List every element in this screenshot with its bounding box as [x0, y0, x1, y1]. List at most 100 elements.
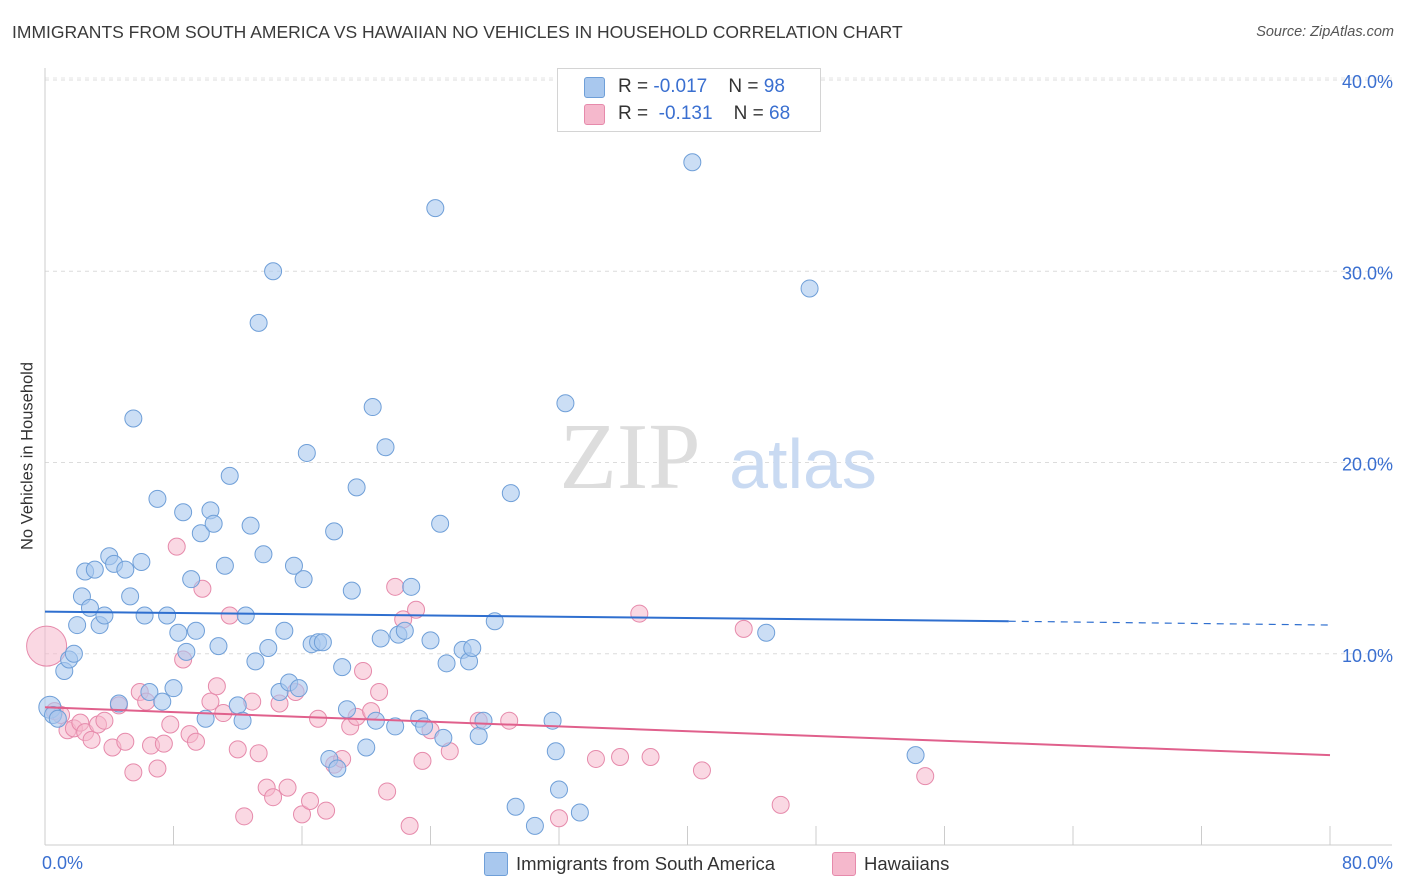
data-point-immigrants — [570, 803, 589, 822]
data-point-immigrants — [140, 683, 159, 701]
data-point-immigrants — [177, 642, 196, 661]
data-point-hawaiians — [293, 805, 311, 824]
data-point-hawaiians — [317, 801, 336, 820]
data-point-immigrants — [259, 639, 278, 658]
data-point-immigrants — [284, 556, 303, 575]
y-tick-label: 10.0% — [1342, 646, 1393, 666]
data-point-hawaiians — [500, 711, 519, 730]
data-point-immigrants — [421, 631, 440, 650]
correlation-legend: R = -0.017 N = 98 R = -0.131 N = 68 — [557, 68, 821, 132]
data-point-immigrants — [543, 711, 562, 730]
data-point-hawaiians — [116, 732, 135, 751]
data-point-immigrants — [800, 279, 819, 298]
data-point-immigrants — [506, 797, 525, 816]
data-point-immigrants — [116, 560, 135, 579]
data-point-immigrants — [376, 438, 395, 457]
data-point-immigrants — [169, 623, 188, 642]
watermark-atlas: atlas — [729, 425, 877, 503]
bottom-legend-swatch-blue — [484, 852, 508, 876]
data-point-immigrants — [463, 639, 482, 658]
data-point-immigrants — [386, 717, 405, 736]
data-point-immigrants — [85, 560, 104, 579]
data-point-immigrants — [148, 489, 167, 508]
data-point-immigrants — [363, 398, 382, 417]
data-point-hawaiians — [264, 788, 283, 807]
data-point-hawaiians — [370, 683, 389, 701]
legend-r-value-blue: -0.017 — [653, 76, 708, 97]
data-point-immigrants — [124, 409, 143, 428]
data-point-immigrants — [254, 545, 273, 564]
data-point-hawaiians — [95, 711, 114, 730]
hawaiians-points — [26, 537, 935, 835]
data-point-immigrants — [556, 394, 575, 413]
data-point-immigrants — [337, 700, 356, 719]
data-point-immigrants — [275, 621, 294, 640]
data-point-hawaiians — [354, 661, 373, 680]
y-tick-label: 40.0% — [1342, 72, 1393, 92]
data-point-hawaiians — [916, 767, 935, 786]
data-point-immigrants — [182, 570, 201, 589]
data-point-hawaiians — [413, 751, 432, 770]
data-point-hawaiians — [154, 734, 173, 753]
data-point-immigrants — [164, 679, 183, 698]
legend-swatch-blue — [584, 77, 605, 98]
data-point-immigrants — [64, 644, 83, 663]
watermark: ZIP atlas — [560, 405, 877, 509]
data-point-immigrants — [174, 503, 193, 522]
data-point-hawaiians — [630, 604, 649, 623]
trend-line-hawaiians — [44, 706, 1331, 757]
data-point-immigrants — [294, 570, 313, 589]
data-point-immigrants — [474, 711, 493, 730]
data-point-hawaiians — [207, 677, 226, 696]
tick-labels: 10.0% 20.0% 30.0% 40.0% 0.0% 80.0% — [42, 72, 1393, 873]
data-point-immigrants — [249, 313, 268, 332]
watermark-zip: ZIP — [560, 405, 701, 509]
data-point-immigrants — [246, 652, 265, 671]
data-point-immigrants — [342, 581, 361, 600]
data-point-hawaiians — [26, 625, 68, 667]
data-point-immigrants — [209, 637, 228, 656]
trend-lines — [44, 610, 1331, 757]
bottom-legend-swatch-pink — [832, 852, 856, 876]
trend-line-immigrants-extension — [1008, 620, 1331, 626]
data-point-immigrants — [402, 577, 421, 596]
data-point-hawaiians — [400, 816, 419, 835]
data-point-immigrants — [297, 443, 316, 462]
data-point-immigrants — [153, 692, 172, 711]
data-point-immigrants — [186, 621, 205, 640]
data-point-immigrants — [395, 621, 414, 640]
data-point-immigrants — [289, 679, 308, 698]
bottom-legend-label-pink: Hawaiians — [864, 853, 950, 874]
data-point-hawaiians — [641, 748, 660, 767]
data-point-hawaiians — [771, 795, 790, 814]
data-point-hawaiians — [309, 709, 328, 728]
data-point-immigrants — [328, 759, 347, 778]
data-point-hawaiians — [161, 715, 180, 734]
data-point-immigrants — [95, 606, 114, 625]
data-point-immigrants — [196, 709, 215, 728]
data-point-hawaiians — [550, 809, 568, 828]
data-point-hawaiians — [586, 749, 605, 768]
y-axis-label: No Vehicles in Household — [18, 361, 37, 551]
data-point-immigrants — [236, 606, 255, 625]
data-point-immigrants — [121, 587, 140, 606]
data-point-hawaiians — [301, 792, 320, 811]
data-point-hawaiians — [124, 763, 143, 782]
data-point-immigrants — [757, 623, 776, 642]
source-label: Source: ZipAtlas.com — [1256, 24, 1394, 40]
data-point-immigrants — [204, 514, 223, 533]
data-point-hawaiians — [278, 778, 297, 797]
data-point-hawaiians — [407, 600, 426, 619]
y-tick-label: 30.0% — [1342, 263, 1393, 283]
chart-title: IMMIGRANTS FROM SOUTH AMERICA VS HAWAIIA… — [12, 22, 903, 42]
data-point-hawaiians — [186, 732, 205, 751]
data-point-hawaiians — [148, 759, 167, 778]
data-point-immigrants — [233, 711, 252, 730]
data-point-immigrants — [501, 484, 520, 503]
data-point-immigrants — [241, 516, 260, 535]
legend-swatch-pink — [584, 104, 605, 125]
data-point-hawaiians — [167, 537, 186, 556]
data-point-hawaiians — [220, 606, 239, 625]
data-point-immigrants — [220, 466, 239, 485]
